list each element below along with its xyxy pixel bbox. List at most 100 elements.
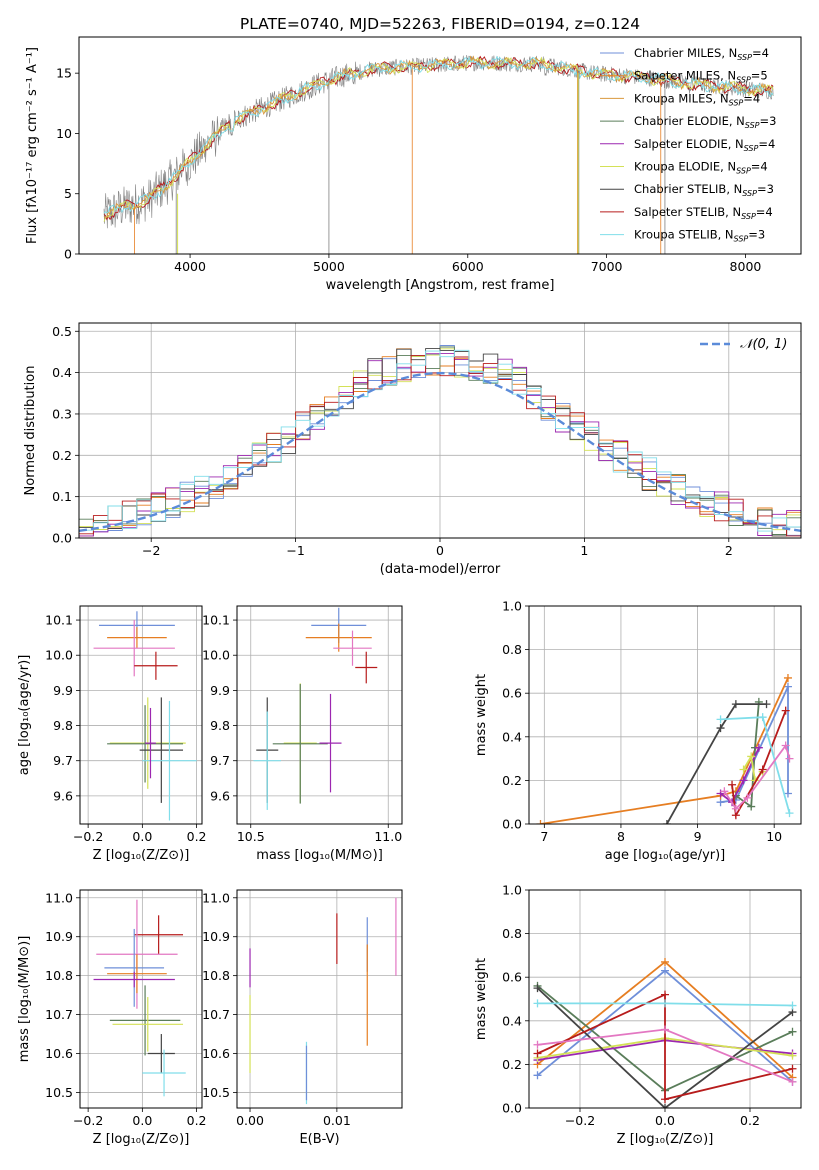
weight-marker xyxy=(788,1051,797,1060)
legend-label-main: Chabrier ELODIE, N xyxy=(634,114,745,128)
legend-label: Chabrier STELIB, NSSP=3 xyxy=(634,182,774,198)
legend-label-suffix: =3 xyxy=(760,114,777,128)
x-tick-label: 4000 xyxy=(174,259,206,274)
x-tick-label: 0 xyxy=(436,543,444,558)
model-spectrum-kroupa_stelib xyxy=(103,55,774,214)
legend-label-sub: SSP xyxy=(745,121,760,130)
y-tick-label: 0.6 xyxy=(502,970,522,985)
weight-marker xyxy=(788,1027,797,1036)
weight-marker xyxy=(785,754,794,763)
legend-label-main: Kroupa MILES, N xyxy=(634,91,729,105)
x-tick-label: 8 xyxy=(617,829,625,844)
weight-marker xyxy=(758,765,767,774)
x-tick-label: 10.5 xyxy=(237,829,265,844)
y-tick-label: 9.6 xyxy=(53,788,73,803)
y-tick-label: 10.9 xyxy=(202,929,230,944)
x-tick-label: 0.0 xyxy=(655,1113,675,1128)
y-tick-label: 9.9 xyxy=(210,683,230,698)
legend-label-suffix: =4 xyxy=(752,46,769,60)
gaussian-curve xyxy=(79,371,801,532)
weight-marker xyxy=(662,820,671,824)
weight-lines xyxy=(533,957,797,1108)
y-tick-label: 0 xyxy=(64,247,72,262)
observed-spectrum xyxy=(103,54,774,229)
legend-label-sub: SSP xyxy=(741,212,756,221)
plot-frame xyxy=(78,36,802,255)
weight-marker xyxy=(533,1040,542,1049)
legend-label-sub: SSP xyxy=(742,189,757,198)
legend-label-main: Salpeter STELIB, N xyxy=(634,205,741,219)
weight-marker xyxy=(716,724,725,733)
legend-label-suffix: =4 xyxy=(743,91,760,105)
y-axis-label: mass [log₁₀(M/M⊙)] xyxy=(17,936,32,1063)
x-tick-label: 6000 xyxy=(452,259,484,274)
x-tick-label: 7000 xyxy=(591,259,623,274)
plot-frame xyxy=(79,889,203,1109)
legend-label-sub: SSP xyxy=(744,144,759,153)
weight-marker xyxy=(788,1064,797,1073)
x-tick-label: 0.00 xyxy=(236,1113,264,1128)
x-tick-label: −0.2 xyxy=(73,829,103,844)
legend-label-main: Kroupa STELIB, N xyxy=(634,228,734,242)
y-tick-label: 9.6 xyxy=(210,788,230,803)
legend-label: Chabrier ELODIE, NSSP=3 xyxy=(634,114,776,130)
legend-label-suffix: =4 xyxy=(758,137,775,151)
y-tick-label: 11.0 xyxy=(45,890,73,905)
histograms xyxy=(79,345,801,537)
x-axis-label: age [log₁₀(age/yr)] xyxy=(605,848,726,863)
weight-marker xyxy=(781,706,790,715)
y-tick-label: 0.4 xyxy=(502,729,522,744)
weight-marker xyxy=(533,999,542,1008)
y-tick-label: 10 xyxy=(56,126,72,141)
y-tick-label: 10.1 xyxy=(45,613,73,628)
histogram-chabrier_stelib xyxy=(79,348,801,537)
x-tick-label: 0.0 xyxy=(132,1113,152,1128)
weight-marker xyxy=(533,1071,542,1080)
plot-frame xyxy=(528,605,802,825)
y-tick-label: 9.9 xyxy=(53,683,73,698)
chart-mass-vs-ebv: 0.00 0.01 10.5 10.6 10.7 10.8 10.9 11.0 E(B-V) xyxy=(202,889,403,1147)
y-tick-label: 10.8 xyxy=(45,968,73,983)
y-tick-label: 1.0 xyxy=(502,599,522,614)
legend-label-sub: SSP xyxy=(736,167,751,176)
plot-frame xyxy=(528,889,802,1109)
model-spectrum-kroupa_miles xyxy=(103,55,774,219)
y-axis-label: Flux [fλ10⁻¹⁷ erg cm⁻² s⁻¹ A⁻¹] xyxy=(25,47,40,244)
weight-marker xyxy=(754,743,763,752)
weight-marker xyxy=(731,804,740,813)
y-tick-label: 10.5 xyxy=(45,1085,73,1100)
y-tick-label: 9.8 xyxy=(53,718,73,733)
errorbars xyxy=(93,899,186,1097)
weight-marker xyxy=(781,741,790,750)
y-tick-label: 1.0 xyxy=(502,883,522,898)
y-axis-label: age [log₁₀(age/yr)] xyxy=(17,655,32,776)
y-tick-label: 9.8 xyxy=(210,718,230,733)
plot-frame xyxy=(236,889,403,1109)
plot-frame xyxy=(78,322,802,539)
weight-lines xyxy=(536,673,794,824)
legend-label: Salpeter MILES, NSSP=5 xyxy=(634,69,768,85)
x-tick-label: −1 xyxy=(286,543,304,558)
x-tick-label: 0.2 xyxy=(187,1113,207,1128)
weight-marker xyxy=(661,990,669,999)
weight-marker xyxy=(661,1104,669,1108)
y-tick-label: 0.2 xyxy=(52,448,72,463)
weight-marker xyxy=(731,700,740,709)
weight-marker xyxy=(661,957,669,966)
x-axis-label: wavelength [Angstrom, rest frame] xyxy=(326,278,555,293)
errorbars xyxy=(93,611,197,821)
x-tick-label: 0.01 xyxy=(323,1113,351,1128)
y-tick-label: 10.5 xyxy=(202,1085,230,1100)
x-tick-label: −2 xyxy=(142,543,160,558)
weight-marker xyxy=(661,1095,669,1104)
weight-marker xyxy=(783,682,792,691)
weight-series-chabrier_stelib xyxy=(536,987,794,1108)
plot-frame xyxy=(79,605,203,825)
y-tick-label: 11.0 xyxy=(202,890,230,905)
weight-series-kroupa_stelib xyxy=(720,716,791,814)
legend-label-suffix: =3 xyxy=(757,182,774,196)
weight-series-salpeter_elodie xyxy=(719,747,760,804)
histogram-salpeter_miles xyxy=(79,348,801,537)
y-tick-label: 0.0 xyxy=(502,1101,522,1116)
